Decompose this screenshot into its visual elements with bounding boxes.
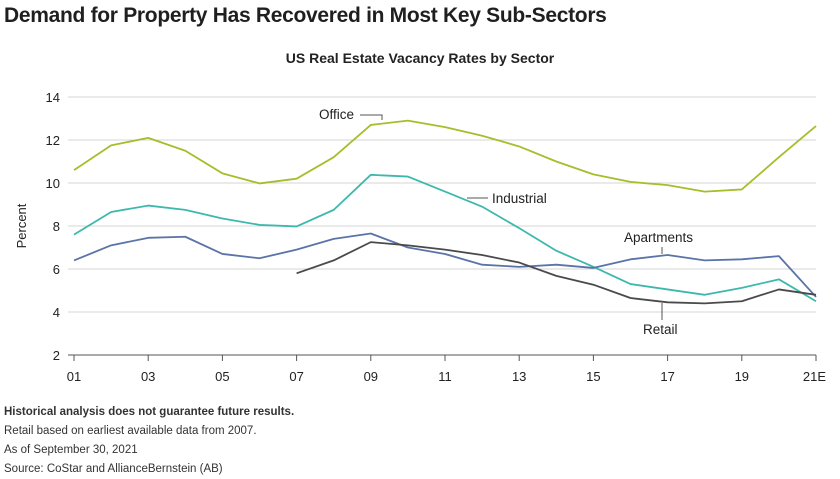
x-tick-label: 01	[67, 369, 81, 384]
series-line-office	[73, 119, 817, 193]
retail-note-text: Retail based on earliest available data …	[4, 425, 257, 437]
y-tick-label: 14	[46, 90, 60, 105]
footnotes: Historical analysis does not guarantee f…	[4, 403, 294, 479]
x-tick-label: 09	[364, 369, 378, 384]
x-tick-label: 07	[289, 369, 303, 384]
y-tick-label: 2	[53, 348, 60, 363]
source-text: Source: CoStar and AllianceBernstein (AB…	[4, 463, 223, 475]
y-axis-title: Percent	[14, 203, 29, 248]
x-axis-ticks: 01 03 05 07 09 11 13 15 17 19 21E	[67, 355, 826, 384]
series-line-industrial	[73, 173, 817, 303]
chart-title: US Real Estate Vacancy Rates by Sector	[285, 50, 555, 66]
x-tick-label: 15	[586, 369, 600, 384]
series-label-apartments: Apartments	[624, 230, 693, 245]
y-tick-label: 4	[53, 305, 60, 320]
series-labels: Office Industrial Apartments Retail	[319, 107, 693, 337]
x-tick-label: 13	[512, 369, 526, 384]
label-leader-line	[360, 114, 383, 120]
page-headline: Demand for Property Has Recovered in Mos…	[4, 4, 607, 27]
as-of-text: As of September 30, 2021	[4, 444, 138, 456]
x-tick-label: 05	[215, 369, 229, 384]
x-tick-label: 11	[438, 369, 452, 384]
series-line-apartments	[73, 232, 817, 298]
x-tick-label: 21E	[803, 369, 826, 384]
y-axis-ticks: 2 4 6 8 10 12 14	[46, 90, 60, 363]
series-label-industrial: Industrial	[492, 191, 547, 206]
x-tick-label: 03	[141, 369, 155, 384]
x-tick-label: 19	[735, 369, 749, 384]
series-lines	[73, 119, 817, 305]
series-label-retail: Retail	[643, 322, 678, 337]
y-tick-label: 6	[53, 262, 60, 277]
series-label-office: Office	[319, 107, 354, 122]
y-tick-label: 12	[46, 133, 60, 148]
disclaimer-text: Historical analysis does not guarantee f…	[4, 406, 295, 418]
gridlines	[68, 96, 816, 356]
vacancy-line-chart: 2 4 6 8 10 12 14 01 03 05 07 09 11 13 15 17 19 21E Perce…	[14, 90, 826, 384]
y-tick-label: 8	[53, 219, 60, 234]
series-line-retail	[296, 241, 817, 305]
y-tick-label: 10	[46, 176, 60, 191]
x-tick-label: 17	[660, 369, 674, 384]
